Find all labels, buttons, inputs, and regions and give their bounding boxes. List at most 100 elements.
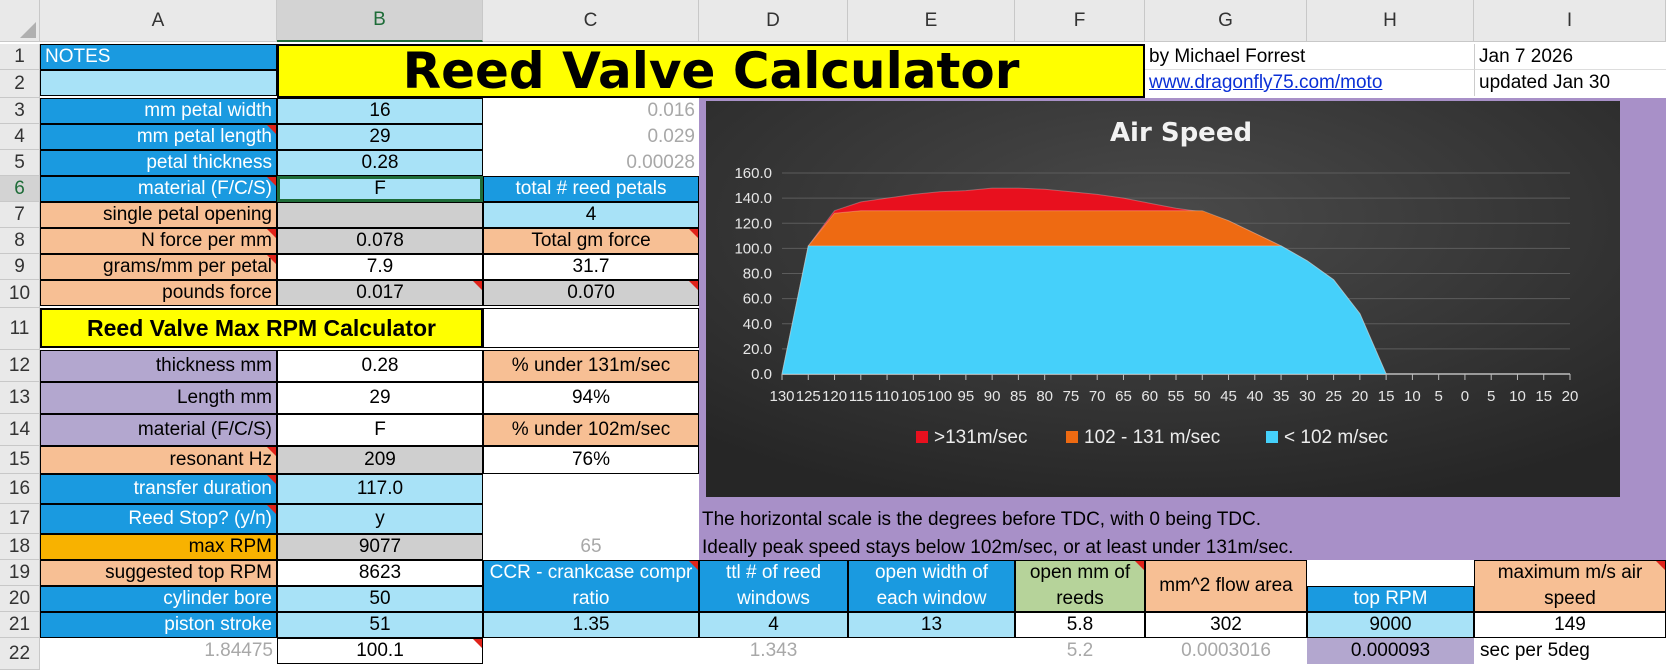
- label-top-rpm[interactable]: top RPM: [1307, 586, 1474, 612]
- row-header-1[interactable]: 1: [0, 44, 40, 70]
- cylinder-bore-value[interactable]: 50: [277, 586, 483, 612]
- max-rpm-value[interactable]: 9077: [277, 534, 483, 560]
- col-header-b[interactable]: B: [277, 0, 483, 42]
- petal-width-m[interactable]: 0.016: [647, 100, 695, 121]
- col-header-g[interactable]: G: [1145, 0, 1307, 42]
- label-under-131[interactable]: % under 131m/sec: [483, 350, 699, 382]
- max-air-speed-value[interactable]: 149: [1474, 612, 1666, 638]
- pounds-total-value[interactable]: 0.070: [483, 280, 699, 306]
- cell-f22[interactable]: 5.2: [1066, 640, 1094, 661]
- input-petal-length[interactable]: 29: [277, 124, 483, 150]
- label-grams[interactable]: grams/mm per petal: [40, 254, 277, 280]
- label-piston-stroke[interactable]: piston stroke: [40, 612, 277, 638]
- row-header-20[interactable]: 20: [0, 586, 40, 612]
- cell-a2[interactable]: [40, 70, 277, 96]
- resonant-hz-value[interactable]: 209: [277, 446, 483, 474]
- row-header-18[interactable]: 18: [0, 534, 40, 560]
- label-reed-windows[interactable]: ttl # of reed windows: [699, 560, 848, 612]
- cell-c17[interactable]: [483, 504, 699, 534]
- flow-area-value[interactable]: 302: [1145, 612, 1307, 638]
- row-header-3[interactable]: 3: [0, 98, 40, 124]
- label-length-mm[interactable]: Length mm: [40, 382, 277, 414]
- row-header-6[interactable]: 6: [0, 176, 40, 202]
- input-material-selected[interactable]: F: [277, 176, 483, 202]
- col-header-c[interactable]: C: [483, 0, 699, 42]
- col-header-f[interactable]: F: [1015, 0, 1145, 42]
- label-petal-length[interactable]: mm petal length: [40, 124, 277, 150]
- sec-per-5deg-label[interactable]: sec per 5deg: [1480, 640, 1590, 661]
- label-max-air-speed[interactable]: maximum m/s air speed: [1474, 560, 1666, 612]
- grams-value[interactable]: 7.9: [277, 254, 483, 280]
- under-131-value[interactable]: 94%: [483, 382, 699, 414]
- author-text[interactable]: by Michael Forrest: [1145, 44, 1474, 70]
- label-suggested-rpm[interactable]: suggested top RPM: [40, 560, 277, 586]
- label-resonant-hz[interactable]: resonant Hz: [40, 446, 277, 474]
- row-header-11[interactable]: 11: [0, 308, 40, 350]
- col-header-a[interactable]: A: [40, 0, 277, 42]
- col-header-d[interactable]: D: [699, 0, 848, 42]
- label-transfer-duration[interactable]: transfer duration: [40, 474, 277, 504]
- ccr-value[interactable]: 1.35: [483, 612, 699, 638]
- petal-thickness-m[interactable]: 0.00028: [626, 152, 695, 173]
- note-line-2[interactable]: Ideally peak speed stays below 102m/sec,…: [702, 537, 1294, 558]
- row-header-5[interactable]: 5: [0, 150, 40, 176]
- label-thickness-mm[interactable]: thickness mm: [40, 350, 277, 382]
- page-title[interactable]: Reed Valve Calculator: [277, 44, 1145, 98]
- row-header-2[interactable]: 2: [0, 70, 40, 98]
- transfer-duration-value[interactable]: 117.0: [277, 474, 483, 504]
- label-pounds[interactable]: pounds force: [40, 280, 277, 306]
- length-mm-value[interactable]: 29: [277, 382, 483, 414]
- total-gm-value[interactable]: 31.7: [483, 254, 699, 280]
- under-102-value[interactable]: 76%: [483, 446, 699, 474]
- label-cylinder-bore[interactable]: cylinder bore: [40, 586, 277, 612]
- label-max-rpm[interactable]: max RPM: [40, 534, 277, 560]
- label-window-width[interactable]: open width of each window: [848, 560, 1015, 612]
- date-text[interactable]: Jan 7 2026: [1474, 44, 1666, 70]
- window-width-value[interactable]: 13: [848, 612, 1015, 638]
- suggested-rpm-value[interactable]: 8623: [277, 560, 483, 586]
- col-header-e[interactable]: E: [848, 0, 1015, 42]
- pounds-value[interactable]: 0.017: [277, 280, 483, 306]
- website-link[interactable]: www.dragonfly75.com/moto: [1149, 72, 1383, 93]
- max-rpm-title[interactable]: Reed Valve Max RPM Calculator: [40, 308, 483, 348]
- row-header-21[interactable]: 21: [0, 612, 40, 638]
- label-open-mm[interactable]: open mm of reeds: [1015, 560, 1145, 612]
- label-total-petals[interactable]: total # reed petals: [483, 176, 699, 202]
- total-petals-value[interactable]: 4: [483, 202, 699, 228]
- input-petal-width[interactable]: 16: [277, 98, 483, 124]
- cell-c16[interactable]: [483, 474, 699, 504]
- petal-length-m[interactable]: 0.029: [647, 126, 695, 147]
- row-header-17[interactable]: 17: [0, 504, 40, 534]
- material-2-value[interactable]: F: [277, 414, 483, 446]
- input-petal-thickness[interactable]: 0.28: [277, 150, 483, 176]
- row-header-9[interactable]: 9: [0, 254, 40, 280]
- updated-text[interactable]: updated Jan 30: [1474, 70, 1666, 96]
- row-header-19[interactable]: 19: [0, 560, 40, 586]
- cell-b22[interactable]: 100.1: [277, 638, 483, 664]
- row-header-12[interactable]: 12: [0, 350, 40, 382]
- label-petal-width[interactable]: mm petal width: [40, 98, 277, 124]
- cell-g22[interactable]: 0.0003016: [1181, 640, 1271, 661]
- label-petal-thickness[interactable]: petal thickness: [40, 150, 277, 176]
- row-header-10[interactable]: 10: [0, 280, 40, 308]
- cell-h19[interactable]: [1307, 560, 1474, 586]
- label-under-102[interactable]: % under 102m/sec: [483, 414, 699, 446]
- label-ccr[interactable]: CCR - crankcase compr ratio: [483, 560, 699, 612]
- label-n-force[interactable]: N force per mm: [40, 228, 277, 254]
- piston-stroke-value[interactable]: 51: [277, 612, 483, 638]
- reed-windows-value[interactable]: 4: [699, 612, 848, 638]
- air-speed-chart[interactable]: Air Speed 0.0 20.0 40.0 60.0 80.0 100.0 120.0 1…: [706, 101, 1620, 497]
- row-header-7[interactable]: 7: [0, 202, 40, 228]
- col-header-i[interactable]: I: [1474, 0, 1666, 42]
- cell-h22[interactable]: 0.000093: [1307, 638, 1474, 664]
- label-total-gm[interactable]: Total gm force: [483, 228, 699, 254]
- cell-c11[interactable]: [483, 308, 699, 348]
- open-mm-value[interactable]: 5.8: [1015, 612, 1145, 638]
- row-header-4[interactable]: 4: [0, 124, 40, 150]
- row-header-16[interactable]: 16: [0, 474, 40, 504]
- select-all-corner[interactable]: [0, 0, 40, 42]
- thickness-mm-value[interactable]: 0.28: [277, 350, 483, 382]
- cell-a22[interactable]: 1.84475: [204, 640, 273, 661]
- max-rpm-c-value[interactable]: 65: [580, 536, 602, 557]
- note-line-1[interactable]: The horizontal scale is the degrees befo…: [702, 509, 1262, 530]
